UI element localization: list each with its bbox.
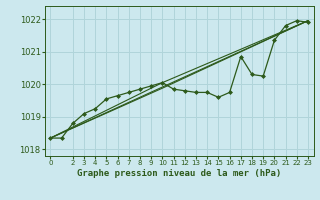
X-axis label: Graphe pression niveau de la mer (hPa): Graphe pression niveau de la mer (hPa) <box>77 169 281 178</box>
